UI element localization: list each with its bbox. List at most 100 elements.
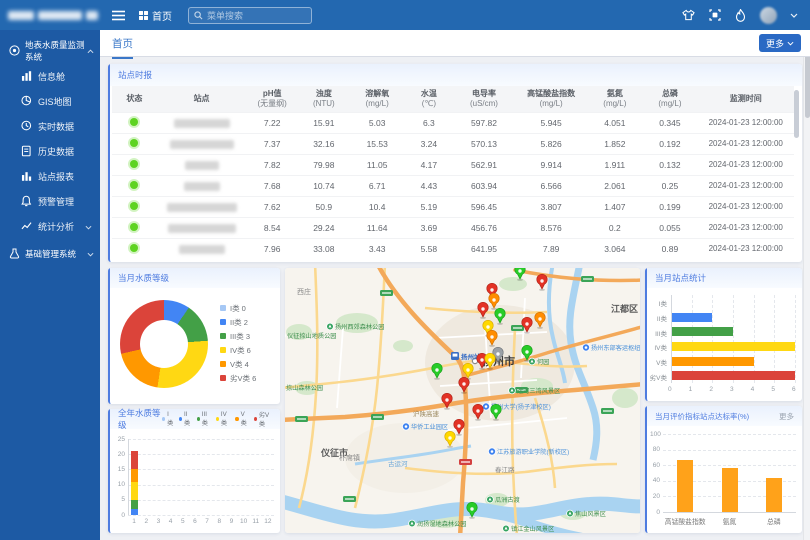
stack-segment-IV类[interactable] — [131, 482, 138, 500]
cell-value: 1.852 — [587, 133, 642, 154]
legend-item[interactable]: III类 — [197, 411, 211, 427]
table-scrollbar-thumb[interactable] — [794, 90, 799, 138]
breadcrumb-home[interactable]: 首页 — [152, 8, 172, 23]
y-tick-label: 80 — [650, 446, 660, 453]
more-button[interactable]: 更多 — [759, 34, 801, 52]
legend-item[interactable]: 劣V类 6 — [220, 371, 256, 385]
theme-shirt-icon[interactable] — [682, 9, 695, 22]
gis-map-panel[interactable]: 扬州市仪征市江都区西庄朴席镇春江路古运河沪陕高速扬州西郊森林公园仪征捺山地质公园… — [285, 268, 640, 533]
grid-icon — [139, 11, 148, 20]
table-row[interactable]: 7.6810.746.714.43603.946.5662.0610.25202… — [112, 175, 794, 196]
map-label-poi: 华侨工业园区 — [411, 423, 448, 431]
dashboard-icon — [21, 70, 32, 84]
legend-item[interactable]: IV类 6 — [220, 343, 256, 357]
legend-item[interactable]: V类 4 — [220, 357, 256, 371]
cell-value: 29.24 — [298, 217, 350, 238]
table-header-row: 状态站点pH值(无量纲)浊度(NTU)溶解氧(mg/L)水温(℃)电导率(uS/… — [112, 86, 794, 112]
breadcrumb[interactable]: 首页 — [139, 8, 172, 23]
legend-item[interactable]: III类 3 — [220, 329, 256, 343]
cell-value: 1.407 — [587, 196, 642, 217]
tab-home[interactable]: 首页 — [112, 36, 133, 59]
bar-劣V类[interactable] — [672, 371, 795, 380]
cell-value: 4.17 — [405, 154, 453, 175]
bar-总磷[interactable] — [766, 478, 782, 512]
cell-value: 5.19 — [405, 196, 453, 217]
menu-search-input[interactable]: 菜单搜索 — [188, 7, 312, 24]
sidebar-item-stats[interactable]: 统计分析 — [0, 214, 100, 239]
sidebar-root-base-system[interactable]: 基础管理系统 — [0, 241, 100, 267]
screenshot-layout-icon[interactable] — [708, 9, 721, 22]
bar-V类[interactable] — [672, 357, 754, 366]
table-row[interactable]: 7.9633.083.435.58641.957.893.0640.892024… — [112, 238, 794, 259]
legend-item[interactable]: V类 — [235, 411, 248, 427]
cell-value: 596.45 — [453, 196, 515, 217]
table-row[interactable]: 7.3732.1615.533.24570.135.8261.8520.1922… — [112, 133, 794, 154]
table-row[interactable]: 7.8279.9811.054.17562.919.9141.9110.1322… — [112, 154, 794, 175]
sidebar-item-history[interactable]: 历史数据 — [0, 139, 100, 164]
bar-氨氮[interactable] — [722, 468, 738, 512]
cell-value: 0.199 — [642, 196, 697, 217]
stack-segment-III类[interactable] — [131, 500, 138, 509]
legend-swatch — [197, 417, 200, 421]
card-title-monthly-grade: 当月水质等级 — [110, 268, 280, 288]
user-avatar[interactable] — [760, 7, 777, 24]
stats-icon — [21, 220, 32, 234]
cell-value: 0.25 — [642, 175, 697, 196]
compliance-more-link[interactable]: 更多 — [779, 411, 794, 422]
status-dot — [130, 202, 138, 210]
bar-IV类[interactable] — [672, 342, 795, 351]
table-row[interactable]: 7.6250.910.45.19596.453.8071.4070.199202… — [112, 196, 794, 217]
cell-value: 15.91 — [298, 112, 350, 133]
hamburger-menu-icon[interactable] — [112, 10, 125, 21]
sidebar-item-clock[interactable]: 实时数据 — [0, 114, 100, 139]
y-axis — [671, 295, 672, 383]
map-canvas[interactable]: 扬州市仪征市江都区西庄朴席镇春江路古运河沪陕高速扬州西郊森林公园仪征捺山地质公园… — [285, 268, 640, 533]
sidebar-item-dashboard[interactable]: 信息舱 — [0, 64, 100, 89]
stack-segment-劣V类[interactable] — [131, 451, 138, 469]
cell-value: 7.68 — [246, 175, 298, 196]
bar-III类[interactable] — [672, 327, 733, 336]
sidebar-root-surface-water-system[interactable]: 地表水质量监测系统 — [0, 38, 100, 64]
legend-label: 劣V类 — [259, 410, 272, 428]
grid-line — [692, 295, 693, 383]
cell-value: 0.055 — [642, 217, 697, 238]
cell-value: 562.91 — [453, 154, 515, 175]
x-tick-label: 12 — [264, 518, 272, 525]
sidebar-item-gis[interactable]: GIS地图 — [0, 89, 100, 114]
card-title-text: 站点时报 — [118, 69, 152, 81]
cell-value: 15.53 — [350, 133, 405, 154]
cell-value: 597.82 — [453, 112, 515, 133]
bar-II类[interactable] — [672, 313, 712, 322]
cell-value: 7.96 — [246, 238, 298, 259]
legend-item[interactable]: II类 2 — [220, 315, 256, 329]
status-dot — [130, 181, 138, 189]
card-title-station-report: 站点时报 — [110, 64, 802, 86]
legend-item[interactable]: II类 — [179, 411, 192, 427]
user-menu-caret-icon[interactable] — [790, 11, 798, 20]
stack-segment-II类[interactable] — [131, 509, 138, 515]
sidebar-item-report[interactable]: 站点报表 — [0, 164, 100, 189]
legend-item[interactable]: IV类 — [216, 411, 231, 427]
table-row[interactable]: 7.2215.915.036.3597.825.9454.0510.345202… — [112, 112, 794, 133]
logo-blur-block — [38, 11, 82, 20]
x-tick-label: 6 — [191, 518, 199, 525]
card-title-compliance: 当月评价指标站点达标率(%) 更多 — [647, 406, 802, 426]
bar-高锰酸盐指数[interactable] — [677, 460, 693, 512]
legend-label: III类 — [202, 411, 211, 427]
cell-value: 79.98 — [298, 154, 350, 175]
y-tick-label: 5 — [115, 496, 125, 503]
map-label-town: 西庄 — [297, 287, 311, 296]
flame-icon[interactable] — [734, 9, 747, 22]
status-dot — [130, 244, 138, 252]
grid-line — [128, 454, 274, 455]
legend-item[interactable]: 劣V类 — [254, 410, 272, 428]
sidebar-item-alert[interactable]: 预警管理 — [0, 189, 100, 214]
compliance-chart: 020406080100高锰酸盐指数氨氮总磷 — [663, 434, 796, 512]
table-row[interactable]: 8.5429.2411.643.69456.768.5760.20.055202… — [112, 217, 794, 238]
legend-item[interactable]: I类 0 — [220, 301, 256, 315]
cell-value: 0.89 — [642, 238, 697, 259]
legend-swatch — [235, 417, 238, 421]
stack-segment-V类[interactable] — [131, 469, 138, 481]
legend-item[interactable]: I类 — [162, 411, 174, 427]
legend-swatch — [216, 417, 219, 421]
